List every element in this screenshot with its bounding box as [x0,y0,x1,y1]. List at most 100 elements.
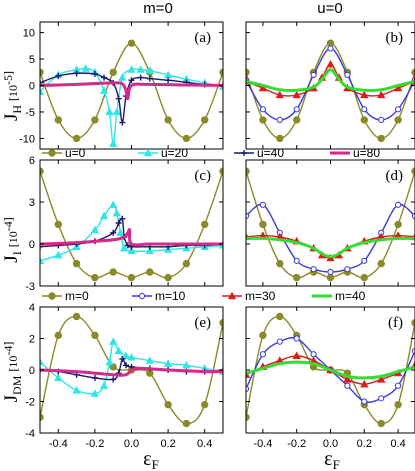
data-point [99,211,109,220]
data-point [259,331,267,340]
data-point [219,167,223,175]
y-label-row-3: JDM [10-4] [1,342,24,403]
y-label-row-1: JH [10-5] [1,71,24,121]
x-tick-label: 0.4 [390,438,405,450]
data-point [72,134,81,143]
data-point [124,242,131,249]
x-tick-label: 0.4 [197,438,212,450]
data-point [48,149,56,157]
data-point [259,201,266,208]
data-point [344,266,351,273]
series-line [40,170,223,279]
data-point [276,116,283,123]
data-point [293,273,301,282]
data-point [293,106,300,113]
x-tick-label: -0.4 [49,438,68,450]
svg-text:JI[10-4]: JI [10-4] [1,217,24,262]
data-point [138,292,146,300]
data-point [201,400,209,409]
data-point [48,292,56,300]
y-label-unit: [10 [6,85,20,101]
x-tick-label: 0.2 [357,438,372,450]
panel-label: (b) [386,30,404,46]
panel-label: (c) [194,168,211,184]
data-point [310,266,317,273]
data-point [326,273,335,282]
x-tick-label: -0.4 [253,438,272,450]
data-point [137,74,144,81]
series-line [246,68,415,92]
panel-f: -0.4 -0.2 0.0 0.2 0.4 (f) [245,306,415,450]
legend-label: m=40 [335,289,366,303]
data-point [360,273,368,282]
legend-u: u=0 u=20 u=40 u=80 [42,146,380,160]
data-point [40,243,43,250]
data-point [109,337,118,345]
data-point [377,134,385,143]
data-point [219,319,223,327]
data-point [40,357,45,366]
x-label-main: ε [143,448,151,470]
y-label-exponent: -4] [1,342,15,356]
series-line [246,236,415,259]
series-line [246,360,415,380]
data-point [73,70,80,77]
data-point [182,259,191,268]
data-point [394,220,402,229]
data-point [40,413,44,421]
data-point [377,419,385,428]
panel-label: (d) [386,168,404,184]
series-line [246,47,415,121]
data-point [275,90,284,99]
panel-e: -0.4 -0.2 0.0 0.2 0.4 -4 -2 0 2 4 (e) [25,302,224,450]
data-point [344,71,351,79]
panel-b: (b) [245,21,415,150]
series-group [40,167,223,282]
y-tick-label: -10 [19,133,35,145]
data-point [360,90,369,99]
series-line [40,81,223,101]
data-point [259,106,266,113]
series-group [246,39,415,143]
data-point [105,107,114,116]
data-point [91,273,99,282]
data-point [109,139,118,147]
data-point [246,385,250,392]
data-point [182,360,191,369]
x-label-sub: F [333,457,340,471]
y-label-unit: [10 [6,231,20,247]
data-point [377,90,386,99]
data-point [293,335,300,342]
data-point [201,220,209,229]
legend-label: u=40 [257,146,284,160]
data-point [145,66,154,74]
y-label-unit: [10 [6,356,20,372]
data-point [164,116,172,124]
data-point [128,77,135,84]
data-point [91,374,98,381]
data-point [377,259,385,268]
data-point [182,419,191,428]
data-point [112,107,122,116]
data-point [109,268,117,276]
panel-label: (f) [388,315,403,331]
data-point [258,83,268,92]
y-label-exponent: -5] [1,71,15,85]
x-tick-label: 0.0 [124,438,139,450]
data-point [119,355,126,362]
data-point [360,116,368,124]
column-title-left: m=0 [143,0,173,17]
data-point [146,268,154,276]
data-point [276,312,284,321]
data-point [109,68,117,76]
data-point [119,215,126,222]
data-point [90,389,100,397]
y-tick-label: 0 [29,365,35,377]
data-point [99,381,109,389]
data-point [361,106,368,113]
data-point [394,116,402,124]
y-tick-label: 0 [29,239,35,251]
data-point [101,74,108,81]
data-point [395,106,402,113]
